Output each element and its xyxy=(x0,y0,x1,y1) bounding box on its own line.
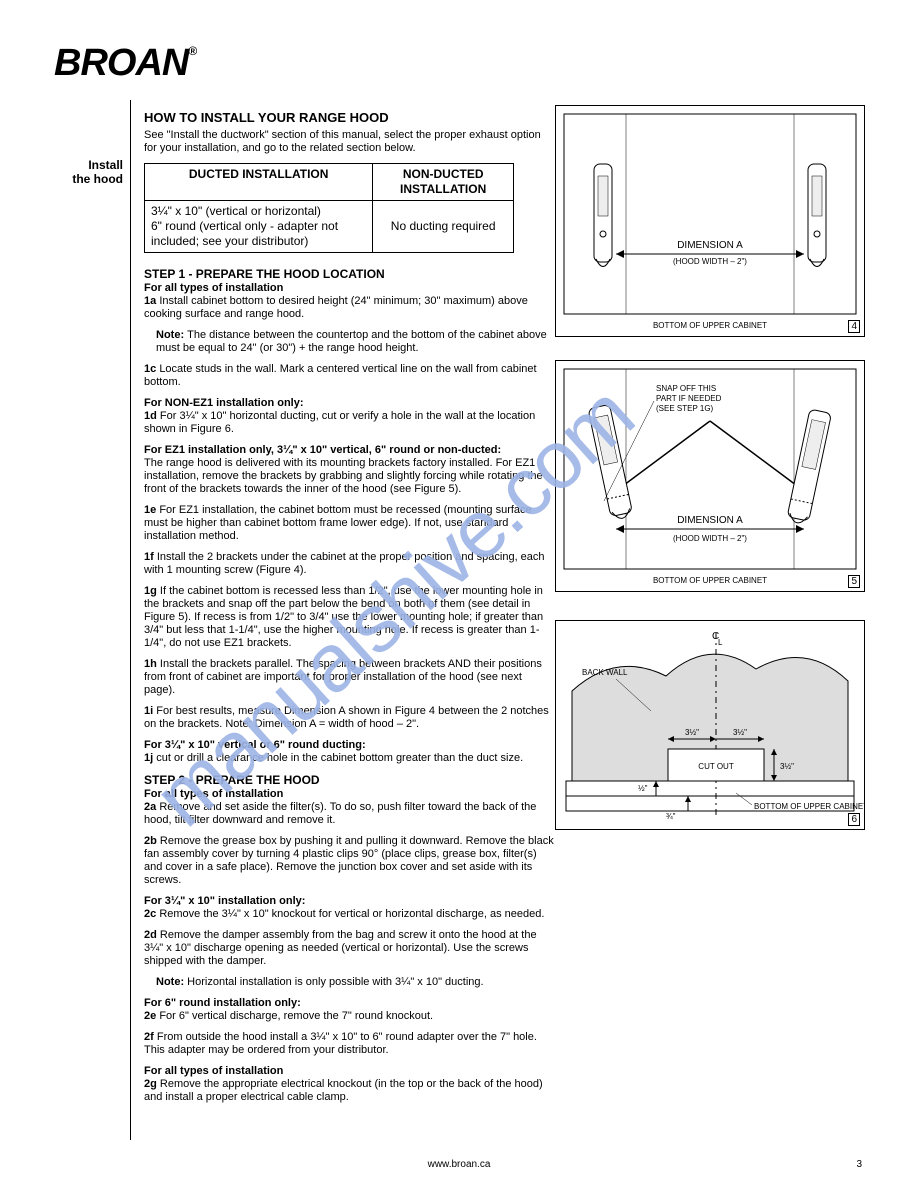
fig6-d3: ¾" xyxy=(666,812,676,821)
cell-nonducted: No ducting required xyxy=(379,219,507,234)
logo-text: BROAN xyxy=(54,42,188,84)
th-ducted: DUCTED INSTALLATION xyxy=(145,164,373,201)
fig4-dima: DIMENSION A xyxy=(677,240,743,251)
s1j-n: 1j xyxy=(144,752,153,764)
s2g-n: 2g xyxy=(144,1078,157,1090)
s2d-n: 2d xyxy=(144,929,157,941)
step1-s1: For all types of installation xyxy=(144,282,554,295)
intro-text: See "Install the ductwork" section of th… xyxy=(144,129,554,155)
s1g-n: 1g xyxy=(144,585,157,597)
page-number: 3 xyxy=(856,1159,862,1170)
s1c-n: 1c xyxy=(144,363,156,375)
fig6-cutout: CUT OUT xyxy=(698,762,734,771)
fig6-back: BACK WALL xyxy=(582,668,628,677)
fig6-d2a: ½" xyxy=(638,784,648,793)
figure-4: DIMENSION A (HOOD WIDTH – 2") BOTTOM OF … xyxy=(555,105,865,337)
fig5-snap3: (SEE STEP 1G) xyxy=(656,404,714,413)
s2g-t: Remove the appropriate electrical knocko… xyxy=(144,1078,543,1103)
fig4-bottom: BOTTOM OF UPPER CABINET xyxy=(653,321,767,330)
s2e-t: For 6" vertical discharge, remove the 7"… xyxy=(159,1010,433,1022)
fig6-num: 6 xyxy=(848,813,860,826)
figure-5: DIMENSION A (HOOD WIDTH – 2") SNAP OFF T… xyxy=(555,360,865,592)
s1j-label: For 3¼" x 10" vertical or 6" round ducti… xyxy=(144,739,554,752)
s2d-note-t: Horizontal installation is only possible… xyxy=(187,976,483,988)
step2-h2: For 3¼" x 10" installation only: xyxy=(144,895,554,908)
step2-h4: For all types of installation xyxy=(144,1065,554,1078)
fig6-cl2: L xyxy=(718,638,723,647)
ezn-heading: For NON-EZ1 installation only: xyxy=(144,397,554,410)
fig6-d2b: 3½" xyxy=(780,762,794,771)
fig6-d1a: 3½" xyxy=(685,728,699,737)
s1f-n: 1f xyxy=(144,551,154,563)
s1d-n: 1d xyxy=(144,410,157,422)
s1e-n: 1e xyxy=(144,504,156,516)
s2b-t: Remove the grease box by pushing it and … xyxy=(144,835,554,886)
figure-6: C L CUT OUT 3½" 3½" 3½" ½" ¾" xyxy=(555,620,865,830)
cell-ducted-1: 3¼" x 10" (vertical or horizontal) xyxy=(151,204,366,219)
cell-ducted-2: 6" round (vertical only - adapter not in… xyxy=(151,219,366,249)
section-title: HOW TO INSTALL YOUR RANGE HOOD xyxy=(144,110,554,125)
step1-title: STEP 1 - PREPARE THE HOOD LOCATION xyxy=(144,267,554,282)
s1g-t: If the cabinet bottom is recessed less t… xyxy=(144,585,543,649)
logo-reg: ® xyxy=(188,44,196,58)
s2a-t: Remove and set aside the filter(s). To d… xyxy=(144,801,536,826)
s2a-n: 2a xyxy=(144,801,156,813)
s2c-t: Remove the 3¼" x 10" knockout for vertic… xyxy=(159,908,544,920)
side-line2: the hood xyxy=(72,172,123,186)
th-nonducted: NON-DUCTED INSTALLATION xyxy=(373,164,514,201)
ez1-heading: For EZ1 installation only, 3¼" x 10" ver… xyxy=(144,444,554,457)
s2f-n: 2f xyxy=(144,1031,154,1043)
fig5-dima: DIMENSION A xyxy=(677,515,743,526)
fig5-num: 5 xyxy=(848,575,860,588)
s2d-t: Remove the damper assembly from the bag … xyxy=(144,929,537,967)
s1note-l: Note: xyxy=(156,329,187,341)
s2f-t: From outside the hood install a 3¼" x 10… xyxy=(144,1031,537,1056)
fig5-snap1: SNAP OFF THIS xyxy=(656,384,716,393)
s2e-n: 2e xyxy=(144,1010,156,1022)
fig4-num: 4 xyxy=(848,320,860,333)
step2-h3: For 6" round installation only: xyxy=(144,997,554,1010)
s2b-n: 2b xyxy=(144,835,157,847)
s1h-n: 1h xyxy=(144,658,157,670)
s1a-t: Install cabinet bottom to desired height… xyxy=(144,295,528,320)
s2d-note-l: Note: xyxy=(156,976,184,988)
s1j-t: cut or drill a clearance hole in the cab… xyxy=(156,752,523,764)
discharge-table: DUCTED INSTALLATION NON-DUCTED INSTALLAT… xyxy=(144,163,514,253)
fig5-bottom: BOTTOM OF UPPER CABINET xyxy=(653,576,767,585)
step2-title: STEP 2 - PREPARE THE HOOD xyxy=(144,773,554,788)
s1i-t: For best results, measure Dimension A sh… xyxy=(144,705,549,730)
step2-h1: For all types of installation xyxy=(144,788,554,801)
fig5-snap2: PART IF NEEDED xyxy=(656,394,722,403)
s1note-t: The distance between the countertop and … xyxy=(156,329,547,354)
s1d-t: For 3¼" x 10" horizontal ducting, cut or… xyxy=(144,410,535,435)
fig6-bottom: BOTTOM OF UPPER CABINET xyxy=(754,802,864,811)
footer-url: www.broan.ca xyxy=(0,1159,918,1170)
s2c-n: 2c xyxy=(144,908,156,920)
s1c-t: Locate studs in the wall. Mark a centere… xyxy=(144,363,537,388)
s1h-t: Install the brackets parallel. The spaci… xyxy=(144,658,542,696)
side-line1: Install xyxy=(88,158,123,172)
s1f-t: Install the 2 brackets under the cabinet… xyxy=(144,551,545,576)
side-label: Install the hood xyxy=(68,158,123,186)
s1i-n: 1i xyxy=(144,705,153,717)
vertical-divider xyxy=(130,100,131,1140)
s1e-intro: The range hood is delivered with its mou… xyxy=(144,457,554,496)
fig5-sub: (HOOD WIDTH – 2") xyxy=(673,534,747,543)
fig4-sub: (HOOD WIDTH – 2") xyxy=(673,257,747,266)
s1e-t: For EZ1 installation, the cabinet bottom… xyxy=(144,504,532,542)
main-content: HOW TO INSTALL YOUR RANGE HOOD See "Inst… xyxy=(144,106,554,1112)
s1a-n: 1a xyxy=(144,295,156,307)
fig6-d1b: 3½" xyxy=(733,728,747,737)
brand-logo: BROAN® xyxy=(54,42,196,85)
